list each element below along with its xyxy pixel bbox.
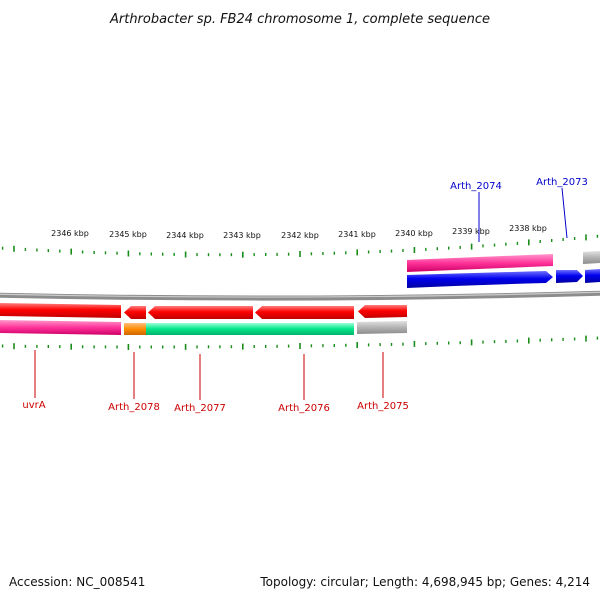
scale-label-2341: 2341 kbp [338,230,376,239]
cds-arth-2075[interactable] [358,305,407,318]
cds-arth-2072[interactable] [585,269,600,283]
scale-ticks [1,234,599,350]
cog-bar-arth-2075[interactable] [357,321,407,334]
gene-label-arth-2076[interactable]: Arth_2076 [278,403,330,414]
scale-label-2342: 2342 kbp [281,231,319,240]
scale-label-2339: 2339 kbp [452,227,490,236]
cog-bar-arth-2074[interactable] [407,254,553,272]
gene-label-uvra[interactable]: uvrA [22,400,45,411]
scale-label-2345: 2345 kbp [109,230,147,239]
topology-text: Topology: circular; Length: 4,698,945 bp… [259,575,590,589]
map-title: Arthrobacter sp. FB24 chromosome 1, comp… [109,12,490,27]
cds-arth-2076[interactable] [255,306,354,319]
backbone-highlight [0,291,600,298]
scale-labels: 2346 kbp 2345 kbp 2344 kbp 2343 kbp 2342… [51,224,547,240]
cds-arth-2073[interactable] [556,270,583,283]
gene-label-arth-2075[interactable]: Arth_2075 [357,401,409,412]
cds-uvra[interactable] [0,303,121,318]
gene-label-arth-2077[interactable]: Arth_2077 [174,403,226,414]
gene-label-arth-2078[interactable]: Arth_2078 [108,402,160,413]
gene-label-arth-2073[interactable]: Arth_2073 [536,177,588,188]
gene-label-arth-2074[interactable]: Arth_2074 [450,181,502,192]
cds-arth-2078[interactable] [124,306,146,319]
scale-label-2343: 2343 kbp [223,231,261,240]
leader-arth-2073 [561,187,568,239]
cog-bar-arth-2072[interactable] [583,251,600,264]
accession-text: Accession: NC_008541 [9,575,145,589]
cog-bar-arth-2078[interactable] [124,323,146,335]
cog-bar-uvra[interactable] [0,320,121,335]
cds-arth-2077[interactable] [148,306,253,319]
cds-arth-2074[interactable] [407,271,553,288]
scale-label-2338: 2338 kbp [509,224,547,233]
cog-bar-arth-2077-2076[interactable] [146,323,354,335]
scale-label-2344: 2344 kbp [166,231,204,240]
scale-label-2340: 2340 kbp [395,229,433,238]
scale-label-2346: 2346 kbp [51,229,89,238]
genome-backbone [0,290,600,301]
